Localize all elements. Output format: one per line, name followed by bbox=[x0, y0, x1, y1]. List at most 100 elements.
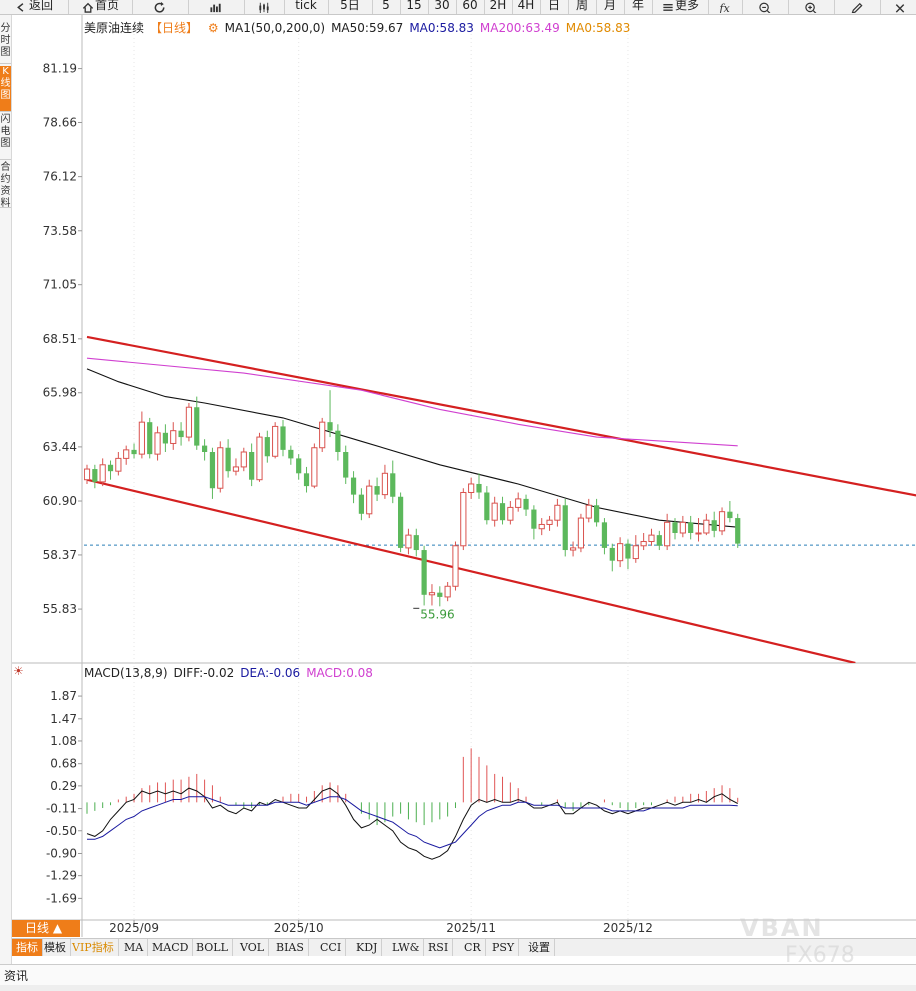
indicator-tab-模板[interactable]: 模板 bbox=[40, 939, 71, 956]
indicator-tab-指标[interactable]: 指标 bbox=[12, 939, 43, 956]
candle-body bbox=[178, 430, 184, 438]
indicator-tab-cr[interactable]: CR bbox=[460, 939, 486, 956]
toolbar-label: tick bbox=[295, 0, 317, 12]
candle-body bbox=[288, 449, 294, 459]
macd-legend-item: MACD(13,8,9) bbox=[84, 666, 168, 680]
candle-body bbox=[727, 511, 733, 519]
toolbar-button-更多[interactable]: 更多 bbox=[652, 0, 709, 14]
toolbar-button-zoom-out[interactable] bbox=[742, 0, 789, 14]
side-tab-1[interactable]: K线图 bbox=[0, 66, 11, 112]
ma-legend-item: MA0:58.83 bbox=[565, 21, 631, 35]
side-tab-0[interactable]: 分时图 bbox=[0, 23, 11, 64]
toolbar-button-candlestick[interactable] bbox=[244, 0, 285, 14]
indicator-tab-boll[interactable]: BOLL bbox=[192, 939, 233, 956]
candle-body bbox=[131, 449, 137, 455]
period-label: 【日线】 bbox=[150, 21, 199, 35]
toolbar-button-bar-chart[interactable] bbox=[188, 0, 245, 14]
indicator-tab-lw&[interactable]: LW& bbox=[388, 939, 425, 956]
candle-body bbox=[679, 521, 686, 534]
side-tab-2[interactable]: 闪电图 bbox=[0, 114, 11, 160]
period-selector[interactable]: 日线 ▲ bbox=[12, 920, 80, 937]
toolbar-button-15[interactable]: 15 bbox=[400, 0, 429, 14]
indicator-tab-psy[interactable]: PSY bbox=[488, 939, 520, 956]
toolbar-label: 月 bbox=[603, 0, 616, 12]
toolbar-button-返回[interactable]: 返回 bbox=[0, 0, 69, 14]
toolbar-button-close[interactable] bbox=[880, 0, 916, 14]
macd-y-tick-label: 1.08 bbox=[50, 734, 77, 748]
candle-body bbox=[381, 472, 389, 496]
ma-legend-item: MA200:63.49 bbox=[479, 21, 560, 35]
x-tick-label: 2025/11 bbox=[446, 921, 496, 935]
candle-body bbox=[444, 585, 451, 598]
candle-body bbox=[358, 494, 364, 514]
indicator-tab-vip指标[interactable]: VIP指标 bbox=[68, 939, 119, 956]
candle-body bbox=[452, 545, 459, 587]
candle-body bbox=[507, 506, 514, 521]
toolbar-button-refresh[interactable] bbox=[132, 0, 189, 14]
news-bar: 资讯 bbox=[0, 964, 916, 991]
candle-body bbox=[476, 483, 482, 493]
toolbar-button-月[interactable]: 月 bbox=[596, 0, 625, 14]
side-tab-3[interactable]: 合约资料 bbox=[0, 162, 11, 209]
indicator-tab-kdj[interactable]: KDJ bbox=[352, 939, 383, 956]
candle-body bbox=[437, 592, 443, 597]
y-tick-label: 55.83 bbox=[43, 602, 77, 616]
formula-icon: fx bbox=[718, 2, 730, 14]
y-tick-label: 76.12 bbox=[43, 170, 77, 184]
indicator-tab-vol[interactable]: VOL bbox=[236, 939, 270, 956]
news-tab[interactable]: 资讯 bbox=[4, 969, 29, 983]
candle-body bbox=[92, 469, 98, 482]
candle-body bbox=[374, 486, 380, 495]
candle-body bbox=[296, 458, 302, 474]
toolbar-button-30[interactable]: 30 bbox=[428, 0, 457, 14]
candle-body bbox=[366, 485, 373, 515]
toolbar-label: 首页 bbox=[94, 0, 119, 12]
channel-line bbox=[86, 478, 856, 663]
toolbar-button-5[interactable]: 5 bbox=[372, 0, 401, 14]
toolbar-button-日[interactable]: 日 bbox=[540, 0, 569, 14]
toolbar-button-5日[interactable]: 5日 bbox=[328, 0, 373, 14]
candle-body bbox=[280, 426, 286, 450]
indicator-tab-bias[interactable]: BIAS bbox=[272, 939, 309, 956]
toolbar-button-周[interactable]: 周 bbox=[568, 0, 597, 14]
toolbar-label: 返回 bbox=[28, 0, 53, 12]
macd-y-tick-label: -1.69 bbox=[46, 891, 77, 905]
toolbar-button-tick[interactable]: tick bbox=[284, 0, 329, 14]
macd-legend-item: MACD:0.08 bbox=[306, 666, 373, 680]
toolbar-label: 60 bbox=[462, 0, 478, 12]
toolbar-button-年[interactable]: 年 bbox=[624, 0, 653, 14]
ma-legend-item: MA1(50,0,200,0) bbox=[224, 21, 326, 35]
low-annotation-label: 55.96 bbox=[420, 607, 454, 621]
candle-body bbox=[468, 483, 475, 493]
toolbar-button-zoom-in[interactable] bbox=[788, 0, 835, 14]
toolbar-button-4h[interactable]: 4H bbox=[512, 0, 541, 14]
macd-y-tick-label: -1.29 bbox=[46, 869, 77, 883]
watermark-text: FX678 bbox=[785, 943, 855, 967]
indicator-tab-ma[interactable]: MA bbox=[120, 939, 149, 956]
candle-body bbox=[703, 519, 710, 534]
candlestick-icon bbox=[259, 2, 269, 13]
indicator-tab-设置[interactable]: 设置 bbox=[524, 939, 555, 956]
toolbar: 返回 首页 tick 5日 5 15 30 60 2H 4H 日 周 月 年 更多 fx bbox=[0, 0, 916, 15]
candle-body bbox=[240, 451, 247, 468]
indicator-tab-macd[interactable]: MACD bbox=[148, 939, 194, 956]
macd-y-tick-label: 0.68 bbox=[50, 757, 77, 771]
candle-body bbox=[185, 406, 193, 438]
toolbar-button-draw-pen[interactable] bbox=[834, 0, 881, 14]
candle-body bbox=[594, 505, 600, 523]
settings-gear-icon[interactable]: ⚙ bbox=[207, 21, 219, 35]
toolbar-button-formula[interactable]: fx bbox=[708, 0, 743, 14]
indicator-tab-rsi[interactable]: RSI bbox=[424, 939, 454, 956]
candle-body bbox=[107, 464, 114, 472]
candle-body bbox=[601, 522, 608, 548]
candle-body bbox=[335, 430, 341, 452]
toolbar-button-首页[interactable]: 首页 bbox=[68, 0, 133, 14]
candle-body bbox=[711, 520, 717, 531]
toolbar-button-60[interactable]: 60 bbox=[456, 0, 485, 14]
indicator-tab-cci[interactable]: CCI bbox=[316, 939, 347, 956]
candle-body bbox=[648, 534, 655, 543]
candle-body bbox=[170, 430, 177, 444]
candle-body bbox=[319, 421, 326, 449]
toolbar-button-2h[interactable]: 2H bbox=[484, 0, 513, 14]
